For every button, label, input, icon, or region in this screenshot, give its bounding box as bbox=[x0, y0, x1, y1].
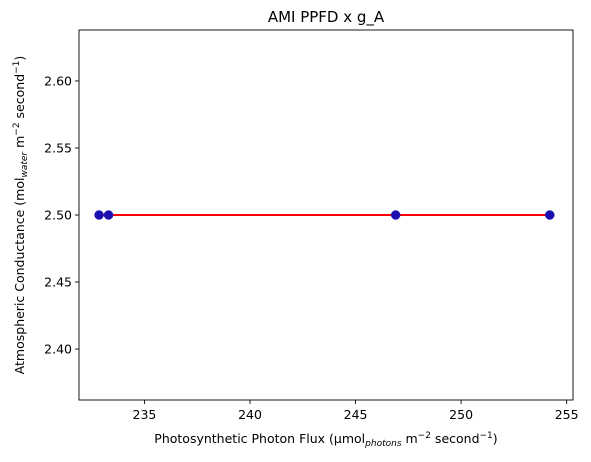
data-point bbox=[545, 210, 555, 220]
y-tick-label: 2.55 bbox=[44, 140, 72, 155]
data-point bbox=[94, 210, 104, 220]
x-tick-label: 245 bbox=[344, 407, 368, 422]
x-tick-label: 255 bbox=[555, 407, 579, 422]
x-tick-label: 250 bbox=[449, 407, 473, 422]
plot-area bbox=[94, 210, 555, 220]
y-tick-label: 2.45 bbox=[44, 275, 72, 290]
data-point bbox=[103, 210, 114, 220]
plot-frame bbox=[78, 29, 574, 401]
x-axis-label: Photosynthetic Photon Flux (µmolphotons … bbox=[154, 431, 497, 449]
y-axis-label: Atmospheric Conductance (molwater m−2 se… bbox=[12, 56, 30, 375]
x-tick-label: 240 bbox=[238, 407, 262, 422]
axes: 235 240 245 250 255 2.40 2.45 2.50 2.55 2.60 Photo… bbox=[12, 29, 579, 449]
y-tick-label: 2.40 bbox=[44, 342, 72, 357]
data-point bbox=[390, 210, 401, 220]
y-tick-label: 2.60 bbox=[44, 73, 72, 88]
chart-title: AMI PPFD x g_A bbox=[268, 8, 385, 27]
y-tick-label: 2.50 bbox=[44, 208, 72, 223]
x-tick-label: 235 bbox=[133, 407, 157, 422]
